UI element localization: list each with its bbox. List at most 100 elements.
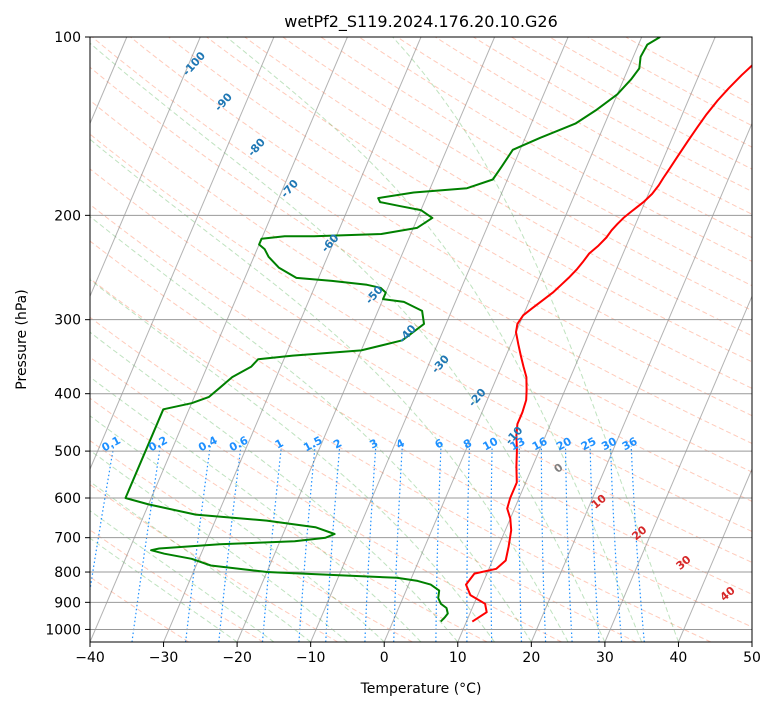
dry-adiabat-line	[587, 37, 752, 127]
x-axis-label: Temperature (°C)	[360, 681, 482, 697]
mixing-ratio-line	[364, 445, 377, 642]
grid-lines	[90, 37, 752, 642]
dry-adiabat-label: -20	[466, 386, 489, 410]
isotherm-line	[163, 37, 422, 642]
mixing-ratio-line	[435, 445, 442, 642]
isotherm-line	[383, 37, 643, 642]
y-tick-label: 900	[54, 595, 81, 611]
mixing-ratio-line	[261, 445, 282, 642]
y-tick-label: 300	[54, 313, 81, 329]
mixing-ratio-label: 20	[554, 435, 574, 454]
y-tick-label: 1000	[45, 622, 81, 638]
isotherm-line	[604, 294, 752, 642]
moist-adiabat-line	[90, 449, 348, 642]
x-tick-label: −30	[149, 650, 179, 666]
y-tick-label: 700	[54, 531, 81, 547]
y-tick-label: 200	[54, 208, 81, 224]
x-tick-label: 40	[670, 650, 688, 666]
dry-adiabat-line	[90, 316, 637, 642]
x-tick-label: 30	[596, 650, 614, 666]
isotherm-line	[530, 122, 752, 642]
dry-adiabat-label: -70	[278, 177, 301, 201]
moist-adiabat-line	[90, 138, 569, 642]
mixing-ratio-line	[589, 445, 600, 642]
moist-adiabat-label: 10	[589, 492, 609, 512]
inline-labels: 0.1 0.2 0.4 0.6 1 1.5 2 3 4 6 8 10 13 16 20 25 30 36-100-…	[100, 49, 738, 604]
dry-adiabat-label: -100	[180, 49, 208, 78]
mixing-ratio-line	[609, 445, 623, 642]
chart-title: wetPf2_S119.2024.176.20.10.G26	[284, 12, 558, 32]
x-axis-ticks: −40 −30 −20 −10 0 10 20 30 40 50	[75, 642, 761, 666]
mixing-ratio-label: 13	[508, 435, 528, 454]
y-tick-label: 600	[54, 491, 81, 507]
mixing-ratio-line	[393, 445, 403, 642]
mixing-ratio-label: 4	[394, 436, 407, 451]
background-reference-lines	[90, 37, 752, 642]
dry-adiabat-label: -90	[212, 90, 235, 114]
x-tick-label: 50	[743, 650, 761, 666]
mixing-ratio-line	[90, 445, 115, 594]
moist-adiabat-line	[90, 279, 495, 642]
dry-adiabat-line	[358, 37, 752, 262]
mixing-ratio-line	[630, 445, 645, 642]
moist-adiabat-line	[90, 415, 385, 642]
mixing-ratio-line	[564, 445, 573, 642]
dry-adiabat-line	[244, 37, 752, 337]
mixing-ratio-line	[466, 445, 471, 642]
dry-adiabat-line	[130, 37, 752, 417]
dry-adiabat-line	[90, 483, 339, 642]
isotherm-line	[310, 37, 569, 642]
mixing-ratio-label: 30	[599, 435, 619, 454]
dry-adiabat-line	[168, 37, 752, 389]
y-tick-label: 400	[54, 387, 81, 403]
moist-adiabat-label: 30	[674, 553, 694, 573]
mixing-ratio-line	[185, 445, 211, 642]
profile-series	[124, 37, 752, 623]
moist-adiabat-line	[90, 537, 238, 642]
mixing-ratio-line	[518, 445, 523, 642]
dry-adiabat-line	[90, 133, 752, 533]
y-tick-label: 800	[54, 565, 81, 581]
dry-adiabat-line	[549, 37, 752, 148]
mixing-ratio-line	[540, 445, 547, 642]
dry-adiabat-line	[90, 356, 562, 642]
mixing-ratio-line	[131, 445, 161, 642]
isotherm-line	[90, 37, 201, 298]
y-tick-label: 100	[54, 30, 81, 46]
dry-adiabat-line	[90, 529, 264, 642]
y-axis-label: Pressure (hPa)	[14, 289, 30, 389]
x-tick-label: −10	[296, 650, 326, 666]
dry-adiabat-line	[625, 37, 752, 106]
dry-adiabat-line	[90, 203, 752, 595]
dry-adiabat-line	[90, 66, 752, 473]
dry-adiabat-line	[434, 37, 752, 215]
mixing-ratio-line	[490, 445, 493, 642]
dry-adiabat-line	[282, 37, 752, 312]
plot-frame	[89, 36, 753, 643]
dry-adiabat-label: -50	[363, 283, 386, 307]
y-tick-label: 500	[54, 444, 81, 460]
moist-adiabat-line	[90, 376, 422, 642]
moist-adiabat-line	[90, 42, 606, 642]
mixing-ratio-line	[218, 445, 242, 642]
x-tick-label: 0	[380, 650, 389, 666]
moist-adiabat-label: 0	[551, 461, 565, 476]
mixing-ratio-line	[298, 445, 316, 642]
x-tick-label: 20	[522, 650, 540, 666]
dry-adiabat-label: -80	[245, 135, 268, 159]
dry-adiabat-line	[206, 37, 752, 363]
isotherm-line	[457, 37, 716, 642]
moist-adiabat-label: 20	[629, 523, 649, 543]
mixing-ratio-label: 10	[481, 435, 501, 454]
mixing-ratio-label: 36	[620, 434, 640, 453]
isotherm-line	[677, 467, 752, 642]
dry-adiabat-line	[91, 37, 752, 444]
temperature-profile-line	[465, 64, 752, 623]
isotherm-line	[751, 640, 752, 642]
x-tick-label: −20	[222, 650, 252, 666]
dry-adiabat-line	[90, 440, 413, 642]
dry-adiabat-line	[90, 397, 488, 642]
dry-adiabat-line	[90, 168, 752, 563]
x-tick-label: 10	[449, 650, 467, 666]
